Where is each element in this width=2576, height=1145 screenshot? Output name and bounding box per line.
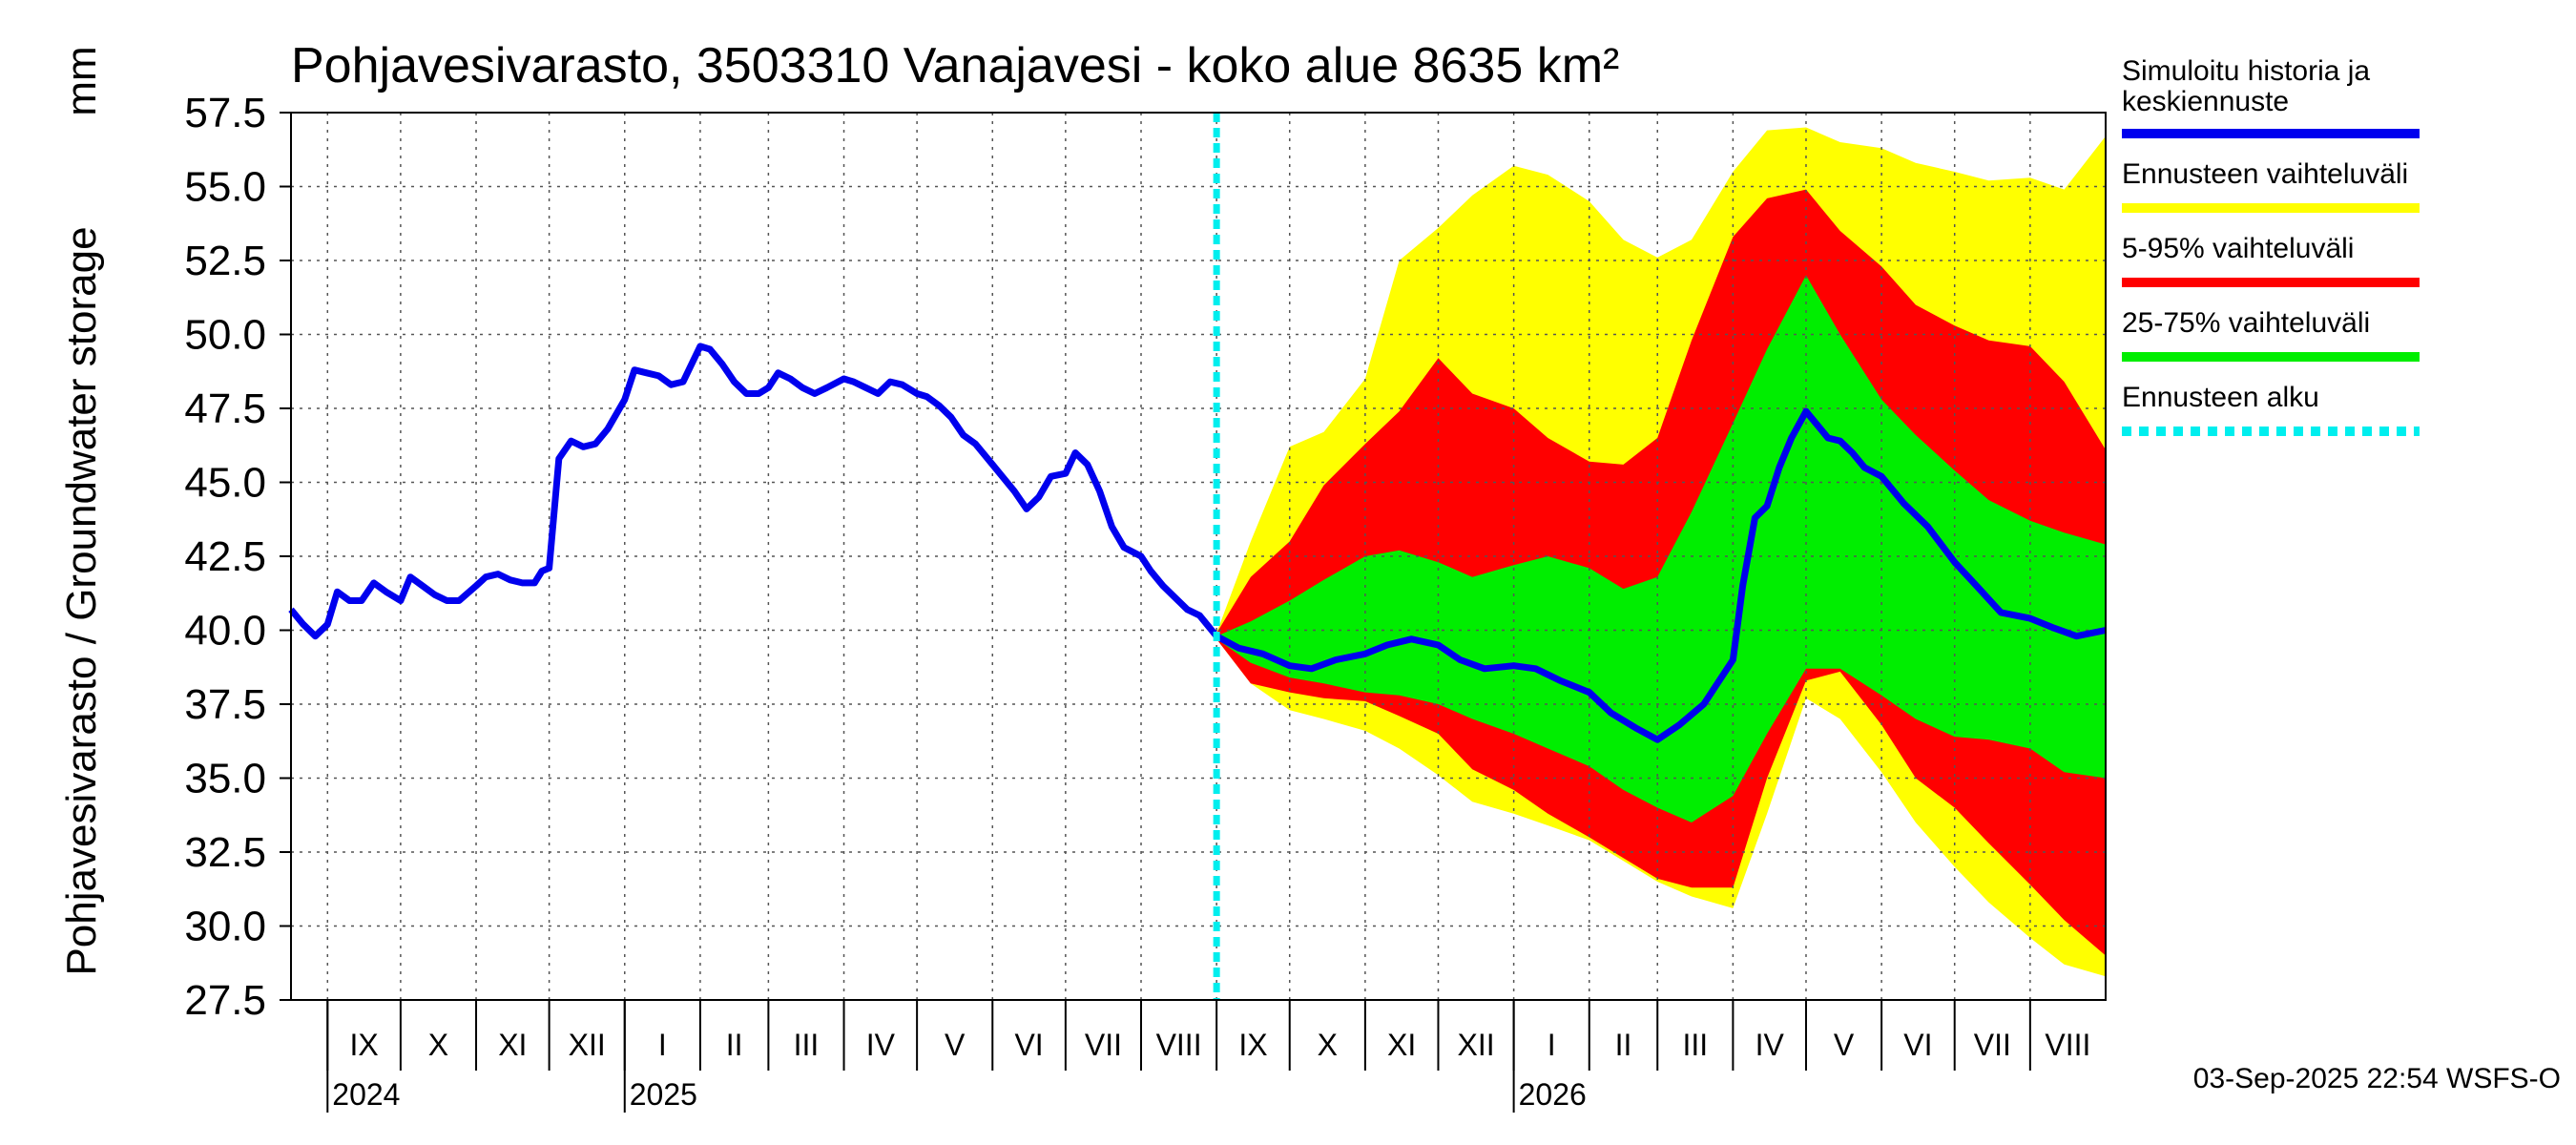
month-label: IX xyxy=(349,1028,378,1062)
forecast-bands xyxy=(1216,127,2106,977)
history-line xyxy=(288,343,1219,640)
legend-label-0: keskiennuste xyxy=(2122,86,2289,117)
y-tick-label: 40.0 xyxy=(184,608,266,655)
month-label: I xyxy=(1548,1028,1556,1062)
month-label: X xyxy=(428,1028,448,1062)
month-label: XI xyxy=(1387,1028,1416,1062)
month-label: VIII xyxy=(1156,1028,1202,1062)
legend-label-0: Simuloitu historia ja xyxy=(2122,55,2370,87)
y-axis-unit: mm xyxy=(58,46,105,115)
month-label: IV xyxy=(1755,1028,1785,1062)
y-tick-label: 45.0 xyxy=(184,460,266,507)
y-tick-label: 37.5 xyxy=(184,681,266,728)
month-label: VI xyxy=(1903,1028,1932,1062)
year-label: 2025 xyxy=(630,1077,697,1112)
legend-label-1: Ennusteen vaihteluväli xyxy=(2122,158,2408,190)
month-label: VI xyxy=(1014,1028,1043,1062)
year-label: 2026 xyxy=(1519,1077,1587,1112)
month-label: V xyxy=(1834,1028,1855,1062)
legend-label-4: Ennusteen alku xyxy=(2122,382,2319,413)
y-tick-label: 52.5 xyxy=(184,238,266,284)
y-tick-label: 35.0 xyxy=(184,756,266,802)
month-label: IV xyxy=(866,1028,896,1062)
month-label: XI xyxy=(498,1028,527,1062)
month-label: II xyxy=(726,1028,743,1062)
month-label: V xyxy=(945,1028,966,1062)
month-label: X xyxy=(1318,1028,1338,1062)
month-label: VIII xyxy=(2045,1028,2090,1062)
y-tick-label: 30.0 xyxy=(184,904,266,950)
chart-title: Pohjavesivarasto, 3503310 Vanajavesi - k… xyxy=(291,38,1619,94)
y-axis-label: Pohjavesivarasto / Groundwater storage xyxy=(58,226,105,975)
series-lines xyxy=(288,113,2107,1000)
x-axis: IX X XI XII I II III IV V VI VII VIII IX X XI XII I II III… xyxy=(326,1000,2090,1113)
month-label: III xyxy=(794,1028,820,1062)
month-label: I xyxy=(658,1028,667,1062)
month-label: III xyxy=(1682,1028,1708,1062)
month-label: XII xyxy=(1457,1028,1494,1062)
y-tick-label: 55.0 xyxy=(184,164,266,211)
y-tick-label: 57.5 xyxy=(184,90,266,136)
y-tick-label: 32.5 xyxy=(184,829,266,876)
month-label: II xyxy=(1615,1028,1632,1062)
grid-lines xyxy=(291,112,2106,1001)
legend-label-3: 25-75% vaihteluväli xyxy=(2122,307,2370,339)
month-label: XII xyxy=(569,1028,606,1062)
month-label: IX xyxy=(1238,1028,1267,1062)
y-axis: 27.5 30.0 32.5 35.0 37.5 40.0 42.5 45.0 47.5 50.0… xyxy=(184,90,291,1024)
month-label: VII xyxy=(1085,1028,1122,1062)
y-tick-label: 47.5 xyxy=(184,385,266,432)
legend-label-2: 5-95% vaihteluväli xyxy=(2122,233,2354,264)
year-label: 2024 xyxy=(332,1077,400,1112)
y-tick-label: 42.5 xyxy=(184,533,266,580)
band-2 xyxy=(1216,275,2106,822)
y-tick-label: 27.5 xyxy=(184,977,266,1024)
timestamp-footer: 03-Sep-2025 22:54 WSFS-O xyxy=(2193,1063,2561,1094)
median-forecast-line xyxy=(1215,407,2107,743)
month-label: VII xyxy=(1974,1028,2011,1062)
y-tick-label: 50.0 xyxy=(184,312,266,359)
